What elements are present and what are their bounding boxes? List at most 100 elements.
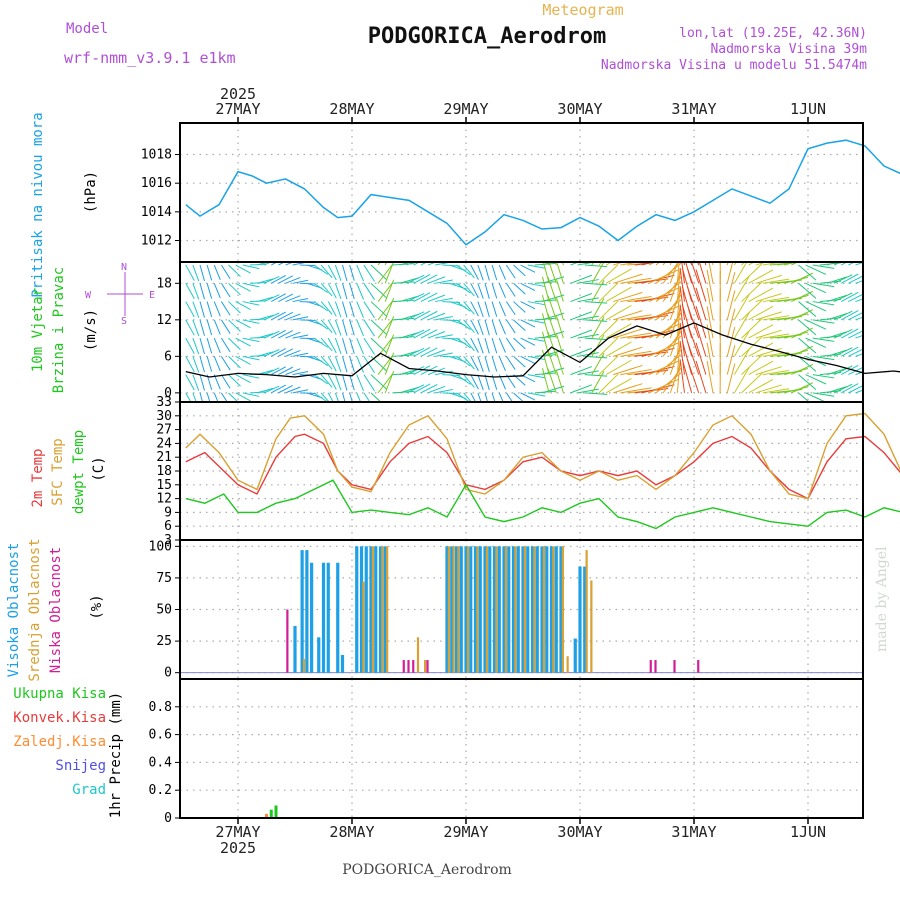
wind-arrow	[406, 293, 425, 303]
high-cloud-bar	[374, 546, 378, 673]
wind-arrow	[805, 392, 827, 402]
wind-arrow	[406, 347, 425, 357]
wind-arrow	[798, 282, 817, 299]
wind-arrow	[435, 389, 453, 394]
wind-arrow	[695, 342, 707, 375]
wind-arrow	[456, 282, 471, 294]
wind-arrow	[206, 301, 213, 317]
wind-arrow	[755, 329, 782, 339]
model-label: Model	[66, 21, 108, 37]
wind-arrow	[877, 265, 893, 271]
high-cloud-bar	[459, 546, 463, 673]
wind-arrow	[805, 374, 827, 385]
wind-arrow	[334, 356, 342, 373]
wind-arrow	[192, 337, 200, 355]
wind-arrow	[577, 388, 599, 394]
wind-arrow	[605, 305, 632, 321]
wind-arrow	[491, 319, 498, 336]
mid-cloud-bar	[447, 546, 450, 673]
wind-arrow	[228, 282, 241, 296]
wind-arrow	[791, 262, 799, 266]
wind-arrow	[491, 264, 498, 281]
high-cloud-bar	[521, 546, 525, 673]
wind-arrow	[613, 346, 643, 357]
wind-arrow	[470, 337, 479, 353]
wind-arrow	[577, 262, 598, 266]
high-cloud-bar	[535, 546, 539, 673]
wind-arrow	[334, 319, 342, 336]
wind-arrow	[826, 294, 847, 303]
wind-arrow	[370, 301, 388, 317]
y-tick-label: 15	[156, 478, 172, 493]
wind-arrow	[695, 269, 707, 302]
wind-arrow	[513, 282, 526, 295]
wind-arrow	[477, 374, 484, 391]
high-cloud-bar	[578, 566, 582, 673]
wind-arrow	[271, 366, 286, 376]
wind-arrow	[870, 320, 887, 322]
wind-arrow	[199, 319, 205, 336]
wind-arrow	[313, 301, 329, 312]
wind-arrow	[349, 374, 355, 391]
wind-arrow	[370, 282, 388, 299]
wind-arrow	[555, 314, 564, 339]
wind-arrow	[435, 315, 453, 321]
wind-arrow	[841, 262, 848, 266]
wind-arrow	[520, 392, 536, 401]
wind-arrow	[591, 262, 605, 284]
wind-arrow	[327, 319, 337, 335]
wind-arrow	[833, 383, 853, 394]
wind-arrow	[891, 302, 900, 316]
high-cloud-bar	[326, 562, 330, 673]
wind-arrow	[784, 294, 809, 303]
wind-arrow	[706, 360, 714, 393]
wind-arrow	[342, 264, 348, 282]
wind-arrow	[577, 315, 599, 321]
y-tick-label: 9	[164, 505, 172, 520]
wind-arrow	[491, 283, 498, 299]
wind-arrow	[541, 367, 550, 394]
mid-cloud-bar	[504, 546, 507, 673]
wind-arrow	[427, 312, 446, 321]
y-tick-label: 27	[156, 423, 172, 438]
low-cloud-bar	[673, 660, 676, 673]
high-cloud-bar	[305, 550, 309, 673]
wind-arrow	[263, 294, 280, 303]
wind-arrow	[655, 299, 682, 321]
wind-arrow	[527, 374, 546, 379]
date-label-bottom: 29MAY	[443, 823, 488, 841]
wind-arrow	[278, 384, 294, 394]
wind-arrow	[285, 276, 301, 284]
high-cloud-bar	[364, 546, 368, 673]
precip-bar	[269, 809, 273, 818]
wind-arrow	[704, 262, 707, 266]
wind-arrow	[784, 349, 809, 357]
wind-arrow	[698, 262, 707, 284]
wind-arrow	[877, 302, 893, 308]
wind-arrow	[733, 348, 750, 375]
wind-arrow	[263, 349, 280, 357]
wind-arrow	[213, 319, 221, 335]
low-cloud-label: Niska Oblacnost	[48, 547, 64, 673]
y-tick-label: 0.8	[149, 700, 172, 715]
wind-arrow	[826, 313, 847, 321]
wind-arrow	[327, 374, 337, 390]
wind-arrow	[513, 301, 526, 313]
wind-arrow	[884, 338, 898, 349]
cloud-unit: (%)	[89, 594, 105, 619]
wind-arrow	[342, 374, 348, 391]
wind-arrow	[192, 319, 200, 337]
precip-bar	[274, 805, 278, 818]
wind-arrow	[687, 305, 700, 339]
wind-arrow	[413, 383, 431, 394]
wind-arrow	[613, 273, 643, 284]
wind-arrow	[613, 310, 643, 321]
y-tick-label: 0.4	[149, 755, 173, 770]
wind-arrow	[520, 301, 536, 310]
y-tick-label: 75	[156, 571, 172, 586]
wind-arrow	[870, 393, 887, 395]
wind-arrow	[256, 296, 274, 303]
temp-2m-label: 2m Temp	[30, 448, 46, 507]
wind-arrow	[598, 300, 619, 321]
wind-arrow	[681, 267, 693, 302]
